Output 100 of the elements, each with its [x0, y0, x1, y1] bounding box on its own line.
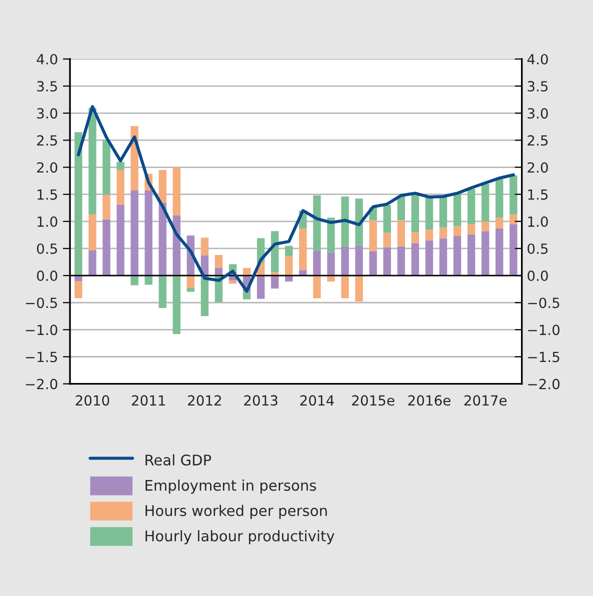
bar: [256, 276, 265, 299]
bar: [411, 243, 420, 276]
bar: [341, 246, 349, 276]
bar: [172, 167, 180, 216]
bar: [102, 219, 110, 276]
bar: [467, 224, 476, 234]
bar: [341, 276, 349, 298]
bar: [439, 227, 448, 238]
bar: [510, 214, 518, 224]
bar: [327, 276, 335, 282]
bar: [116, 204, 124, 276]
y2-tick-label: 0.5: [528, 243, 548, 254]
x-tick-label: 2015e: [352, 395, 394, 406]
bar: [271, 276, 279, 289]
bar: [74, 276, 82, 281]
x-tick-label: 2011: [132, 395, 165, 406]
bar: [144, 276, 152, 285]
bar: [453, 236, 462, 276]
bar: [397, 220, 406, 246]
y2-tick-label: 1.0: [528, 216, 548, 227]
bar: [186, 276, 195, 288]
bar: [481, 184, 490, 222]
bar: [510, 175, 518, 214]
bar: [510, 224, 518, 276]
bar: [496, 218, 504, 228]
y2-tick-label: −2.0: [528, 378, 560, 390]
bar: [383, 205, 391, 233]
y-tick-label: 2.5: [37, 135, 57, 146]
y2-tick-label: −1.5: [528, 352, 560, 362]
bar: [425, 240, 434, 276]
bar: [341, 196, 349, 246]
x-tick-label: 2016e: [408, 395, 450, 406]
y-tick-label: 3.0: [37, 108, 58, 119]
bar: [88, 214, 96, 250]
bar: [425, 196, 434, 230]
bar: [439, 196, 448, 228]
bar: [228, 280, 237, 284]
bar: [299, 270, 307, 276]
y-tick-label: 3.5: [37, 81, 57, 92]
bar: [130, 276, 138, 286]
y-tick-label: 1.0: [38, 216, 58, 227]
bar: [116, 170, 124, 205]
y2-tick-label: 2.5: [528, 135, 548, 146]
y2-tick-label: 4.0: [527, 54, 548, 64]
bar: [158, 170, 166, 204]
bar: [383, 247, 391, 276]
y2-tick-label: 1.5: [528, 189, 548, 200]
bar: [481, 221, 490, 232]
bar: [285, 256, 293, 276]
bar: [467, 188, 476, 224]
x-tick-label: 2012: [188, 395, 221, 406]
legend-label: Hourly labour productivity: [146, 530, 334, 544]
bar: [214, 268, 223, 276]
y2-tick-label: −0.5: [528, 298, 560, 308]
bar: [242, 268, 251, 276]
x-tick-label: 2017e: [464, 395, 507, 406]
bar: [411, 232, 420, 244]
legend-label: Real GDP: [146, 454, 212, 466]
y2-tick-label: 2.0: [528, 162, 548, 173]
y2-tick-label: 3.5: [528, 81, 548, 92]
bar: [453, 194, 462, 226]
bar: [327, 218, 335, 252]
bar: [369, 251, 377, 276]
x-tick-label: 2010: [76, 395, 110, 406]
bar: [116, 162, 124, 170]
y-tick-label: 2.0: [37, 162, 58, 173]
bar: [411, 194, 420, 232]
bar: [130, 190, 138, 276]
y2-tick-label: 3.0: [528, 108, 548, 119]
bar: [383, 232, 391, 248]
bar: [313, 250, 321, 276]
bar: [214, 254, 223, 268]
bar: [102, 194, 110, 220]
x-tick-label: 2013: [244, 395, 278, 406]
bar: [425, 230, 434, 240]
bar: [453, 226, 462, 236]
bar: [102, 140, 110, 195]
legend-label: Employment in persons: [146, 480, 316, 494]
bar: [285, 246, 293, 256]
bar: [186, 288, 195, 292]
bar: [355, 276, 363, 302]
bar: [355, 198, 363, 246]
y-tick-label: −1.5: [26, 352, 57, 362]
bar: [200, 238, 209, 256]
y-tick-label: 0.5: [36, 243, 57, 254]
bar: [158, 203, 166, 276]
line-series: [76, 105, 515, 293]
bar: [88, 250, 96, 276]
bar: [88, 108, 96, 214]
legend-label: Hours worked per person: [146, 504, 327, 519]
x-tick-label: 2014: [300, 395, 334, 406]
y-tick-label: 1.5: [38, 189, 57, 200]
bar: [242, 292, 251, 300]
y-tick-label: −1.0: [26, 324, 58, 336]
bar: [285, 276, 293, 282]
y-tick-label: −2.0: [26, 378, 58, 390]
y-tick-label: −0.5: [26, 298, 57, 308]
bar: [158, 276, 166, 308]
y-tick-label: 4.0: [36, 54, 58, 64]
bar: [496, 228, 504, 276]
